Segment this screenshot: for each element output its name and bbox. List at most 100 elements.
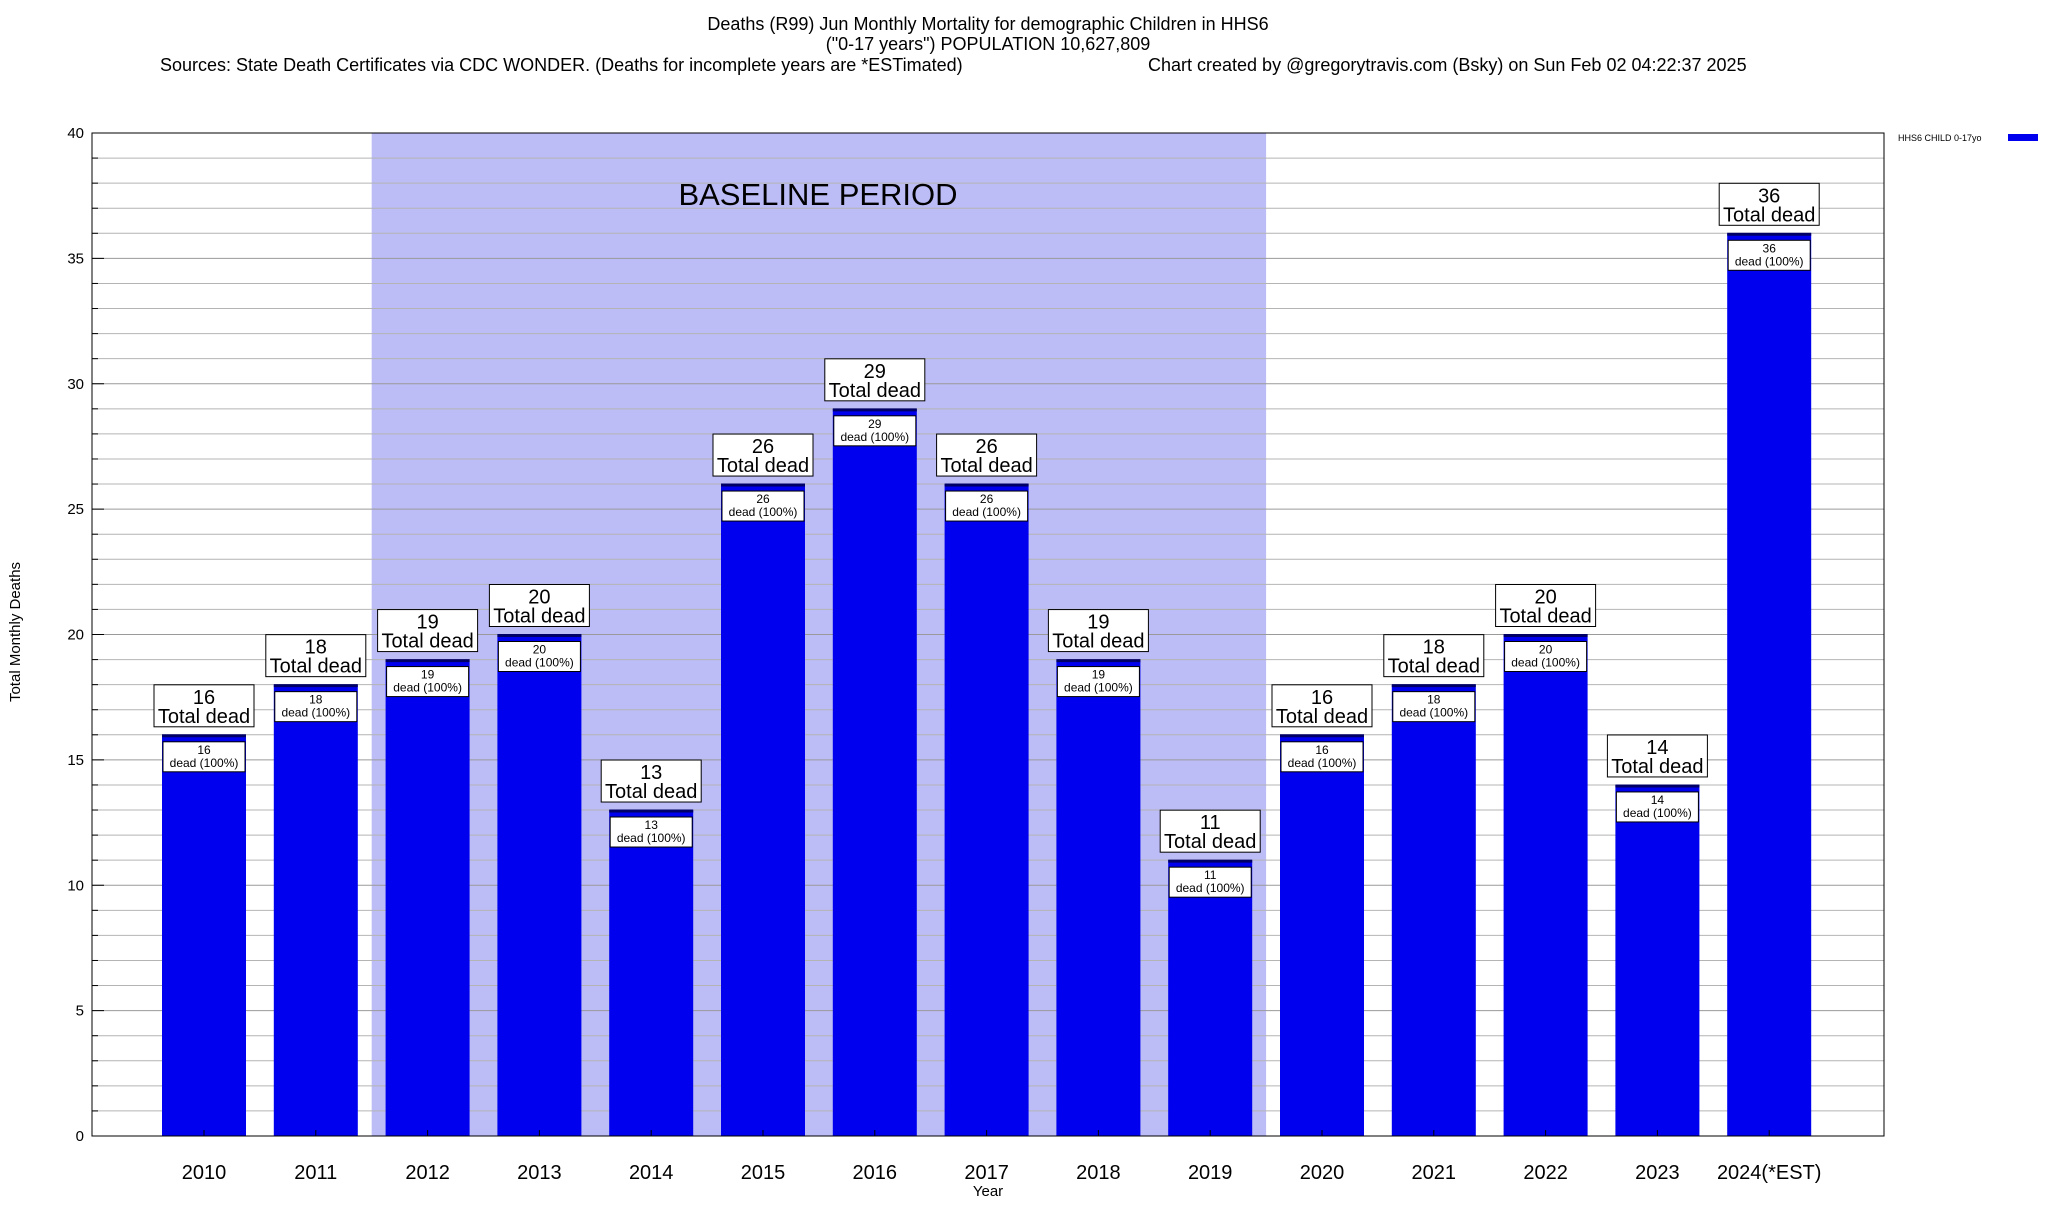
top-label-value: 20 [528, 587, 550, 609]
x-tick-label: 2022 [1523, 1162, 1568, 1184]
inner-label-text: dead (100%) [1288, 756, 1357, 770]
top-label-box [824, 358, 926, 402]
x-tick-label: 2017 [964, 1162, 1009, 1184]
inner-label-box [1168, 866, 1252, 898]
inner-label-text: dead (100%) [1511, 656, 1580, 670]
inner-label-value: 16 [1315, 743, 1329, 757]
top-label-value: 14 [1646, 737, 1668, 759]
inner-label-text: dead (100%) [1064, 681, 1133, 695]
y-tick-label: 25 [67, 501, 84, 518]
bar [944, 484, 1029, 1136]
inner-label-text: dead (100%) [1623, 806, 1692, 820]
top-label-box [936, 433, 1038, 477]
inner-label-text: dead (100%) [393, 681, 462, 695]
top-label-value: 20 [1534, 587, 1556, 609]
top-label-box [1495, 584, 1597, 627]
bar [273, 684, 358, 1136]
x-tick-label: 2013 [517, 1162, 562, 1184]
y-tick-label: 15 [67, 752, 84, 769]
top-label-box [488, 584, 590, 627]
top-label-text: Total dead [1499, 606, 1591, 628]
bar [162, 734, 246, 1136]
inner-label-value: 16 [197, 743, 211, 757]
top-label-text: Total dead [1611, 756, 1703, 778]
plot-frame [91, 132, 1885, 1137]
chart-title-line-1: Deaths (R99) Jun Monthly Mortality for d… [707, 14, 1268, 34]
x-tick-label: 2018 [1076, 1162, 1121, 1184]
top-label-text: Total dead [829, 380, 921, 402]
top-label-text: Total dead [605, 781, 697, 803]
y-axis-label: Total Monthly Deaths [7, 562, 24, 702]
legend-swatch [2008, 134, 2038, 141]
inner-label-text: dead (100%) [1399, 706, 1468, 720]
inner-label-value: 26 [756, 492, 770, 506]
inner-label-text: dead (100%) [170, 756, 239, 770]
inner-label-value: 13 [645, 818, 659, 832]
top-label-text: Total dead [1723, 204, 1815, 226]
bar [1727, 233, 1812, 1137]
y-tick-label: 30 [67, 376, 84, 393]
x-tick-label: 2011 [294, 1162, 337, 1184]
x-tick-label: 2020 [1300, 1162, 1345, 1184]
inner-label-text: dead (100%) [1176, 881, 1245, 895]
inner-label-box [945, 490, 1029, 522]
top-label-box [1718, 182, 1820, 226]
top-label-text: Total dead [1276, 706, 1368, 728]
top-label-value: 29 [864, 361, 886, 383]
top-label-value: 26 [752, 436, 774, 458]
x-axis-label: Year [973, 1183, 1003, 1200]
top-label-text: Total dead [158, 706, 250, 728]
top-label-box [1047, 609, 1149, 653]
bar [1391, 684, 1476, 1136]
inner-label-box [1727, 239, 1811, 271]
inner-label-box [1280, 741, 1364, 773]
bar [609, 810, 694, 1136]
inner-label-value: 36 [1763, 241, 1777, 255]
inner-label-value: 11 [1204, 868, 1217, 882]
top-label-text: Total dead [940, 455, 1032, 477]
inner-label-text: dead (100%) [505, 656, 574, 670]
inner-label-box [1056, 666, 1140, 698]
top-label-value: 18 [305, 637, 327, 659]
x-tick-label: 2021 [1412, 1162, 1457, 1184]
bar [385, 659, 470, 1136]
top-label-text: Total dead [1052, 631, 1144, 653]
x-tick-label: 2015 [741, 1162, 786, 1184]
chart-credit: Chart created by @gregorytravis.com (Bsk… [1148, 55, 1747, 75]
inner-label-box [1504, 641, 1588, 672]
y-tick-label: 0 [76, 1128, 84, 1145]
inner-label-value: 19 [1092, 668, 1106, 682]
y-tick-label: 5 [76, 1003, 84, 1020]
bar [1168, 860, 1253, 1136]
inner-label-box [274, 691, 358, 723]
chart-sources: Sources: State Death Certificates via CD… [160, 55, 963, 75]
x-tick-label: 2016 [853, 1162, 898, 1184]
inner-label-box [162, 741, 246, 773]
inner-label-box [609, 816, 693, 848]
inner-label-text: dead (100%) [617, 831, 686, 845]
inner-label-value: 20 [533, 643, 547, 657]
y-tick-label: 20 [67, 627, 84, 644]
y-tick-label: 40 [67, 125, 84, 142]
x-tick-label: 2012 [405, 1162, 450, 1184]
top-label-box [712, 433, 814, 477]
baseline-period-label: BASELINE PERIOD [678, 177, 957, 212]
bar [1056, 659, 1141, 1136]
top-label-value: 19 [1087, 612, 1109, 634]
x-tick-label: 2019 [1188, 1162, 1233, 1184]
inner-label-text: dead (100%) [281, 706, 350, 720]
top-label-box [1383, 634, 1485, 678]
inner-label-text: dead (100%) [840, 430, 909, 444]
